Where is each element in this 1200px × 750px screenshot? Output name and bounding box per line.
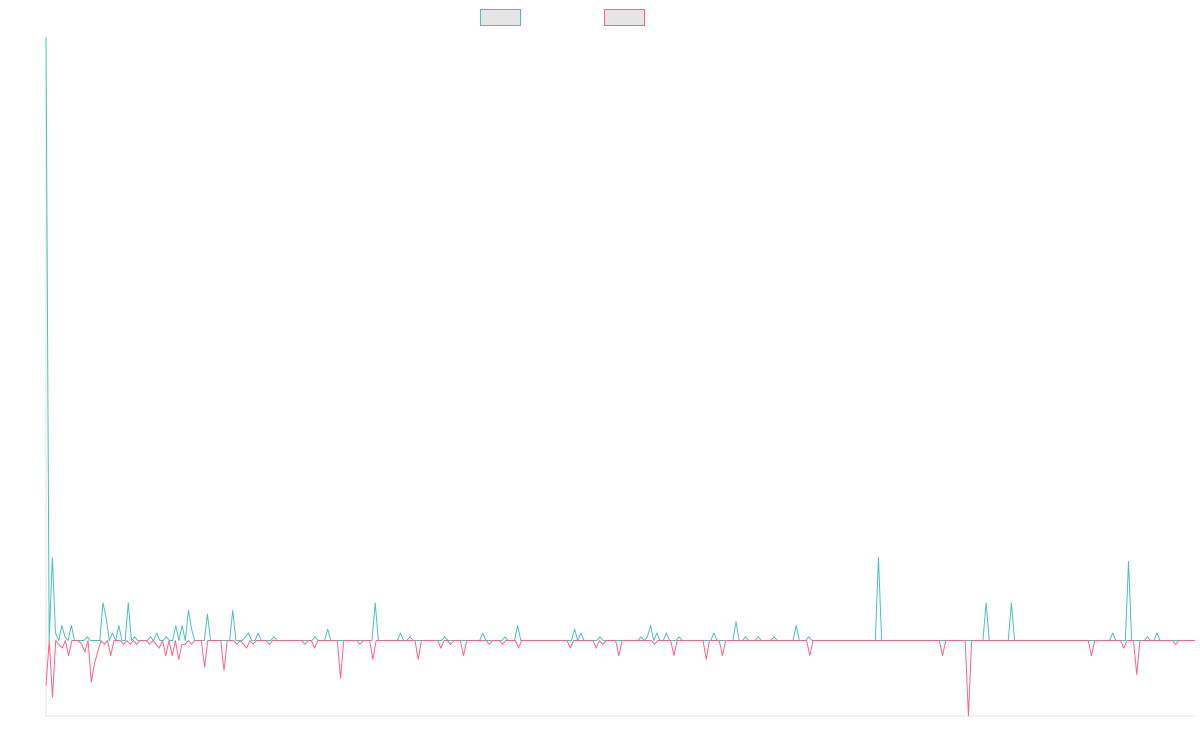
legend-swatch-series_b xyxy=(604,9,645,26)
axes xyxy=(45,37,1195,717)
legend-swatch-series_a xyxy=(480,9,521,26)
series-line-series_b xyxy=(45,640,1195,717)
legend xyxy=(480,9,645,26)
plot-area xyxy=(45,36,1195,717)
series-line-series_a xyxy=(45,36,1195,642)
